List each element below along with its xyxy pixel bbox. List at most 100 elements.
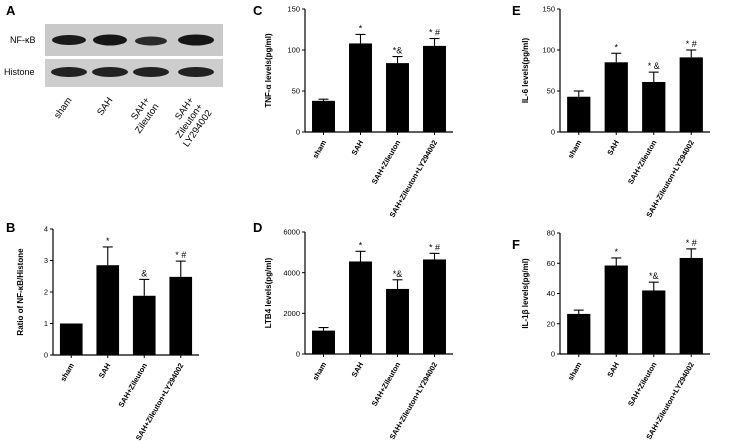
category-label: sham <box>58 361 76 383</box>
category-label: SAH+Zileuton <box>626 360 659 408</box>
y-axis-label: TNF-α levels(pg/ml) <box>264 33 273 108</box>
chart-panel-b: B 0 1 2 3 4 Ratio of NF-κB/Histone sham * SAH & SAH… <box>6 220 199 441</box>
y-tick-label: 40 <box>547 289 555 298</box>
bar <box>169 276 193 355</box>
y-tick-label: 150 <box>287 5 300 14</box>
blot-band <box>51 67 87 77</box>
y-tick-label: 50 <box>547 87 555 96</box>
bar <box>312 330 335 354</box>
blot-lane-label: SAH+Zileuton <box>124 95 162 136</box>
panel-letter: D <box>253 220 262 235</box>
y-tick-label: 80 <box>547 229 555 238</box>
blot-band <box>178 67 214 77</box>
blot-band <box>92 67 128 77</box>
category-label: SAH+Zileuton <box>370 360 403 408</box>
bar <box>386 288 409 354</box>
bar <box>642 290 666 354</box>
blot-band <box>178 34 214 46</box>
blot-lane-label: SAH <box>95 95 115 117</box>
y-tick-label: 0 <box>551 128 555 137</box>
bar <box>423 259 446 354</box>
y-tick-label: 50 <box>292 87 300 96</box>
blot-panel: A NF-κB Histone sham SAH SAH+Zileuton SAH+Z… <box>4 3 223 149</box>
blot-row-label-nfkb: NF-κB <box>10 35 36 45</box>
bar <box>386 63 409 133</box>
y-tick-label: 0 <box>296 128 300 137</box>
significance-label: *& <box>393 46 403 56</box>
significance-label: * <box>359 240 363 250</box>
category-label: SAH <box>350 361 366 379</box>
significance-label: * & <box>648 61 660 71</box>
category-label: SAH+Zileuton <box>370 138 403 186</box>
y-tick-label: 0 <box>296 350 300 359</box>
bar <box>96 265 120 355</box>
blot-lane-label-line: SAH <box>95 95 115 117</box>
y-tick-label: 4 <box>44 225 48 234</box>
y-tick-label: 3 <box>44 256 48 265</box>
bar <box>349 261 372 354</box>
significance-label: * <box>614 42 618 52</box>
bar <box>59 323 83 355</box>
chart-panel-e: E 0 50 100 150 IL-6 levels(pg/ml) sham * SAH * & S… <box>512 3 710 219</box>
y-tick-label: 20 <box>547 319 555 328</box>
bar <box>679 57 703 132</box>
significance-label: * # <box>686 39 697 49</box>
significance-label: *& <box>393 269 403 279</box>
y-tick-label: 2000 <box>283 309 300 318</box>
category-label: SAH <box>605 139 621 157</box>
y-axis-label: Ratio of NF-κB/Histone <box>16 248 25 336</box>
y-axis-label: IL-1β levels(pg/ml) <box>521 258 530 329</box>
category-label: SAH <box>350 139 366 157</box>
bar <box>642 81 666 132</box>
bar <box>132 295 156 355</box>
significance-label: * # <box>429 28 440 38</box>
y-tick-label: 4000 <box>283 268 300 277</box>
significance-label: * # <box>686 238 697 248</box>
category-label: SAH <box>97 362 113 380</box>
category-label: sham <box>566 138 584 160</box>
bar <box>423 45 446 132</box>
y-tick-label: 6000 <box>283 228 300 237</box>
bar <box>312 100 335 132</box>
y-tick-label: 0 <box>44 351 48 360</box>
chart-panel-c: C 0 50 100 150 TNF-α levels(pg/ml) sham * SAH *& S… <box>253 3 453 219</box>
y-tick-label: 0 <box>551 350 555 359</box>
panel-letter: C <box>253 3 263 18</box>
significance-label: * <box>359 23 363 33</box>
panel-letter: B <box>6 220 15 235</box>
y-tick-label: 100 <box>287 46 300 55</box>
blot-lane-labels: sham SAH SAH+Zileuton SAH+Zileuton+LY294002 <box>52 95 214 149</box>
y-axis-label: IL-6 levels(pg/ml) <box>521 37 530 103</box>
category-label: SAH+Zileuton <box>626 138 659 186</box>
blot-band <box>93 34 127 46</box>
blot-band <box>52 35 86 45</box>
category-label: SAH <box>605 361 621 379</box>
significance-label: * # <box>175 250 186 260</box>
bar <box>349 43 372 132</box>
y-tick-label: 100 <box>542 46 555 55</box>
bar <box>567 313 591 354</box>
significance-label: & <box>141 268 147 278</box>
y-tick-label: 60 <box>547 259 555 268</box>
bar <box>679 257 703 354</box>
chart-panel-f: F 0 20 40 60 80 IL-1β levels(pg/ml) sham * SAH *& S… <box>512 229 710 441</box>
category-label: sham <box>566 360 584 382</box>
blot-lane-label-line: sham <box>52 95 74 120</box>
significance-label: * <box>614 247 618 257</box>
y-tick-label: 1 <box>44 319 48 328</box>
bar <box>604 62 628 132</box>
blot-lane-label: sham <box>52 95 74 120</box>
panel-letter: E <box>512 3 521 18</box>
panel-letter: F <box>512 237 520 252</box>
significance-label: *& <box>649 271 659 281</box>
category-label: sham <box>311 138 329 160</box>
y-axis-label: LTB4 levels(pg/ml) <box>264 257 273 328</box>
y-tick-label: 2 <box>44 288 48 297</box>
chart-panel-d: D 0 2000 4000 6000 LTB4 levels(pg/ml) sham * SAH… <box>253 220 453 441</box>
category-label: sham <box>311 360 329 382</box>
blot-band <box>135 36 167 46</box>
blot-row-label-histone: Histone <box>4 67 35 77</box>
blot-band <box>133 67 169 77</box>
y-tick-label: 150 <box>542 5 555 14</box>
bar <box>604 265 628 354</box>
